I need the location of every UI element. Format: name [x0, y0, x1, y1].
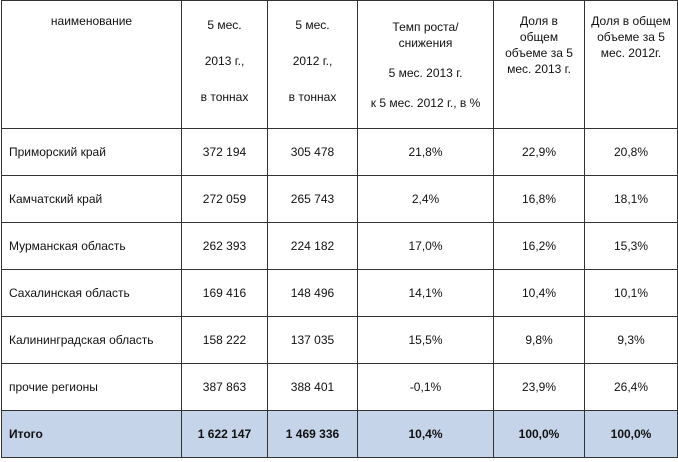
total-share-2012: 100,0% — [584, 410, 678, 458]
table-row: Мурманская область 262 393 224 182 17,0%… — [1, 222, 678, 270]
header-share-2012-line-3: мес. 2012г. — [600, 46, 662, 60]
volume-2013: 387 863 — [181, 363, 268, 411]
table-row: Калининградская область 158 222 137 035 … — [1, 316, 678, 364]
share-2013: 10,4% — [493, 269, 585, 317]
header-share-2012: Доля в общем объеме за 5 мес. 2012г. — [584, 0, 678, 129]
header-growth: Темп роста/ снижения 5 мес. 2013 г. к 5 … — [357, 0, 494, 129]
total-row: Итого 1 622 147 1 469 336 10,4% 100,0% 1… — [1, 410, 678, 458]
header-2013-line-1: 5 мес. — [207, 17, 242, 32]
region-name: Мурманская область — [1, 222, 182, 270]
growth-rate: 14,1% — [357, 269, 494, 317]
header-share-2013: Доля в общем объеме за 5 мес. 2013 г. — [493, 0, 585, 129]
volume-2012: 137 035 — [267, 316, 358, 364]
growth-rate: 21,8% — [357, 128, 494, 176]
header-share-2013-line-4: мес. 2013 г. — [507, 62, 571, 76]
header-2012-line-1: 5 мес. — [295, 17, 330, 32]
header-2012-line-2: 2012 г., — [292, 53, 333, 68]
header-share-2013-line-2: общем — [519, 30, 559, 44]
volume-2012: 148 496 — [267, 269, 358, 317]
volume-2012: 265 743 — [267, 175, 358, 223]
share-2013: 16,8% — [493, 175, 585, 223]
table-row: прочие регионы 387 863 388 401 -0,1% 23,… — [1, 363, 678, 411]
table-row: Приморский край 372 194 305 478 21,8% 22… — [1, 128, 678, 176]
share-2013: 22,9% — [493, 128, 585, 176]
header-growth-line-4: к 5 мес. 2012 г., в % — [370, 95, 481, 110]
header-name: наименование — [1, 0, 182, 129]
header-2012: 5 мес. 2012 г., в тоннах — [267, 0, 358, 129]
header-2012-line-3: в тоннах — [288, 89, 337, 104]
total-growth-rate: 10,4% — [357, 410, 494, 458]
header-share-2013-line-1: Доля в — [520, 14, 558, 28]
header-share-2012-line-2: объеме за 5 — [597, 30, 665, 44]
share-2012: 9,3% — [584, 316, 678, 364]
header-growth-line-3: 5 мес. 2013 г. — [388, 65, 463, 80]
share-2013: 16,2% — [493, 222, 585, 270]
header-2013: 5 мес. 2013 г., в тоннах — [181, 0, 268, 129]
table-row: Камчатский край 272 059 265 743 2,4% 16,… — [1, 175, 678, 223]
volume-2013: 272 059 — [181, 175, 268, 223]
growth-rate: 2,4% — [357, 175, 494, 223]
growth-rate: -0,1% — [357, 363, 494, 411]
volume-2013: 169 416 — [181, 269, 268, 317]
volume-2013: 262 393 — [181, 222, 268, 270]
header-2013-line-2: 2013 г., — [204, 53, 245, 68]
table-row: Сахалинская область 169 416 148 496 14,1… — [1, 269, 678, 317]
header-share-2012-line-1: Доля в общем — [591, 14, 671, 28]
volume-2012: 224 182 — [267, 222, 358, 270]
region-name: Сахалинская область — [1, 269, 182, 317]
growth-rate: 15,5% — [357, 316, 494, 364]
header-share-2013-line-3: объеме за 5 — [505, 46, 573, 60]
header-growth-line-2: снижения — [398, 35, 453, 50]
region-name: Камчатский край — [1, 175, 182, 223]
region-name: прочие регионы — [1, 363, 182, 411]
header-growth-line-1: Темп роста/ — [392, 19, 459, 34]
total-label: Итого — [1, 410, 182, 458]
share-2012: 18,1% — [584, 175, 678, 223]
volume-2013: 372 194 — [181, 128, 268, 176]
total-volume-2013: 1 622 147 — [181, 410, 268, 458]
total-volume-2012: 1 469 336 — [267, 410, 358, 458]
share-2013: 9,8% — [493, 316, 585, 364]
region-name: Приморский край — [1, 128, 182, 176]
volume-2012: 388 401 — [267, 363, 358, 411]
volume-2013: 158 222 — [181, 316, 268, 364]
share-2012: 20,8% — [584, 128, 678, 176]
share-2013: 23,9% — [493, 363, 585, 411]
header-2013-line-3: в тоннах — [200, 89, 249, 104]
share-2012: 26,4% — [584, 363, 678, 411]
volume-2012: 305 478 — [267, 128, 358, 176]
growth-rate: 17,0% — [357, 222, 494, 270]
total-share-2013: 100,0% — [493, 410, 585, 458]
share-2012: 15,3% — [584, 222, 678, 270]
share-2012: 10,1% — [584, 269, 678, 317]
header-row: наименование 5 мес. 2013 г., в тоннах 5 … — [1, 0, 678, 129]
header-name-label: наименование — [50, 14, 133, 28]
region-name: Калининградская область — [1, 316, 182, 364]
